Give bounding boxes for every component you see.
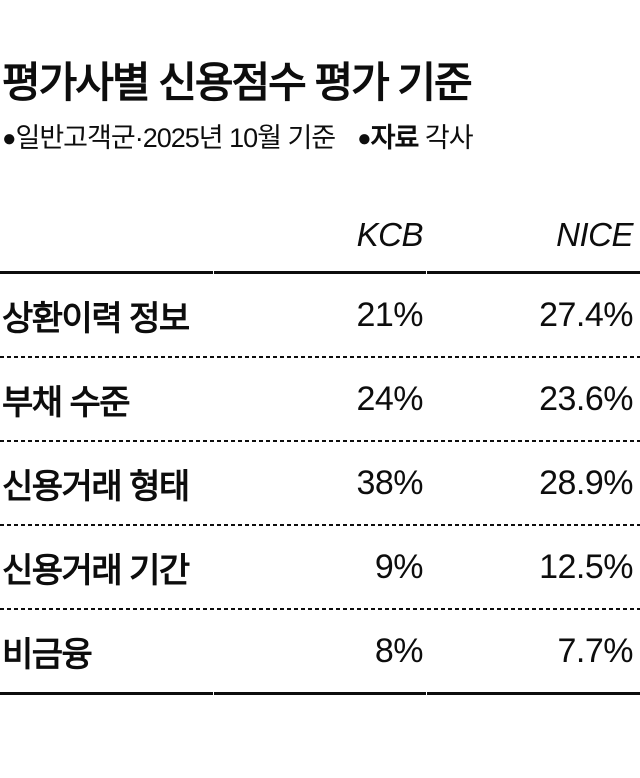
border-segment xyxy=(0,271,213,274)
row-label: 비금융 xyxy=(2,635,93,674)
criteria-table: KCB NICE 상환이력 정보 21% 27.4% 부채 수준 24% 23.… xyxy=(0,155,640,695)
source-value: 각사 xyxy=(424,123,474,153)
table-row: 상환이력 정보 21% 27.4% xyxy=(0,274,640,356)
column-header-kcb: KCB xyxy=(356,216,424,253)
source-label: 자료 xyxy=(370,123,420,153)
column-header-nice: NICE xyxy=(556,216,633,253)
border-segment xyxy=(214,271,426,274)
table-header-row: KCB NICE xyxy=(0,155,640,271)
row-divider xyxy=(0,524,640,526)
credit-score-infographic: 평가사별 신용점수 평가 기준 ●일반고객군·2025년 10월 기준 ●자료 각… xyxy=(0,60,640,778)
border-segment xyxy=(214,692,426,695)
nice-value: 12.5% xyxy=(539,547,633,586)
kcb-value: 24% xyxy=(356,379,423,418)
bullet-icon: ● xyxy=(2,125,16,152)
row-divider xyxy=(0,440,640,442)
table-row: 비금융 8% 7.7% xyxy=(0,610,640,692)
kcb-value: 8% xyxy=(374,631,424,670)
row-label: 부채 수준 xyxy=(2,383,131,422)
page-title: 평가사별 신용점수 평가 기준 xyxy=(2,59,473,106)
table-row: 신용거래 형태 38% 28.9% xyxy=(0,442,640,524)
nice-value: 7.7% xyxy=(557,631,634,670)
border-segment xyxy=(427,692,640,695)
table-bottom-border xyxy=(0,692,640,695)
nice-value: 28.9% xyxy=(539,463,633,502)
row-label: 신용거래 형태 xyxy=(2,467,190,506)
bullet-icon: ● xyxy=(357,125,371,152)
subtitle-note: 일반고객군·2025년 10월 기준 xyxy=(15,123,337,153)
subtitle: ●일반고객군·2025년 10월 기준 ●자료 각사 xyxy=(0,122,640,155)
row-divider xyxy=(0,356,640,358)
row-label: 신용거래 기간 xyxy=(2,551,190,590)
kcb-value: 21% xyxy=(356,295,423,334)
nice-value: 27.4% xyxy=(539,295,633,334)
table-row: 부채 수준 24% 23.6% xyxy=(0,358,640,440)
kcb-value: 38% xyxy=(356,463,423,502)
row-label: 상환이력 정보 xyxy=(2,299,190,338)
border-segment xyxy=(0,692,213,695)
nice-value: 23.6% xyxy=(539,379,633,418)
table-top-border xyxy=(0,271,640,274)
border-segment xyxy=(427,271,640,274)
row-divider xyxy=(0,608,640,610)
kcb-value: 9% xyxy=(374,547,424,586)
table-row: 신용거래 기간 9% 12.5% xyxy=(0,526,640,608)
